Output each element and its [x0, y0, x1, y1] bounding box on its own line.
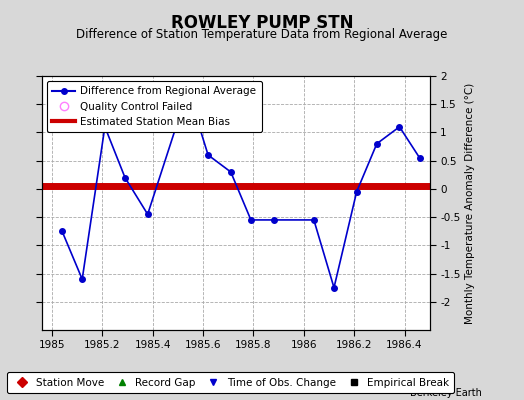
Legend: Difference from Regional Average, Quality Control Failed, Estimated Station Mean: Difference from Regional Average, Qualit…	[47, 81, 261, 132]
Y-axis label: Monthly Temperature Anomaly Difference (°C): Monthly Temperature Anomaly Difference (…	[465, 82, 475, 324]
Text: Difference of Station Temperature Data from Regional Average: Difference of Station Temperature Data f…	[77, 28, 447, 41]
Text: ROWLEY PUMP STN: ROWLEY PUMP STN	[171, 14, 353, 32]
Text: Berkeley Earth: Berkeley Earth	[410, 388, 482, 398]
Legend: Station Move, Record Gap, Time of Obs. Change, Empirical Break: Station Move, Record Gap, Time of Obs. C…	[7, 372, 454, 393]
